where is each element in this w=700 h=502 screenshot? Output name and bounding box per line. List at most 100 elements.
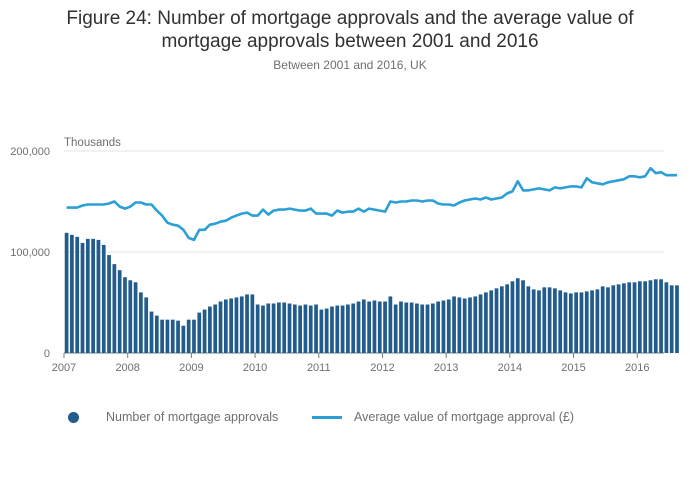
bar — [197, 312, 202, 353]
bar — [590, 290, 594, 353]
bar — [584, 291, 589, 353]
bar — [505, 284, 510, 353]
legend-item-approvals[interactable]: Number of mortgage approvals — [68, 406, 278, 428]
bar — [595, 289, 600, 353]
bar — [563, 292, 568, 353]
bar — [611, 285, 616, 353]
bar — [250, 294, 255, 353]
x-tick-label: 2012 — [370, 362, 394, 374]
bar — [574, 292, 579, 353]
chart-subtitle: Between 2001 and 2016, UK — [273, 58, 427, 72]
bar — [473, 296, 478, 353]
legend-label-approvals: Number of mortgage approvals — [106, 410, 279, 424]
bar — [292, 304, 297, 353]
x-tick-label: 2016 — [625, 362, 649, 374]
bar — [499, 286, 504, 353]
bar — [330, 306, 334, 353]
bar — [117, 270, 122, 353]
bar — [229, 298, 233, 353]
bar — [255, 304, 260, 353]
x-tick-label: 2011 — [307, 362, 331, 374]
bar — [149, 311, 154, 353]
bar — [420, 304, 425, 353]
bar — [139, 292, 143, 353]
bar — [531, 289, 536, 353]
bar — [415, 303, 419, 353]
bar — [154, 315, 159, 353]
bar — [85, 238, 90, 353]
bar — [271, 303, 276, 353]
bar — [245, 294, 249, 353]
bar — [287, 303, 292, 353]
bar — [568, 293, 573, 353]
bar — [510, 281, 515, 353]
bar — [462, 298, 467, 353]
bar — [478, 294, 483, 353]
bar — [659, 279, 663, 353]
bar — [627, 282, 632, 353]
bar — [441, 300, 446, 353]
legend-line-marker — [312, 415, 342, 419]
bar — [579, 292, 584, 353]
bar — [351, 303, 356, 353]
x-tick-label: 2008 — [115, 362, 139, 374]
bar — [160, 319, 164, 353]
bar — [346, 304, 350, 353]
bar — [484, 292, 488, 353]
legend-label-average-value: Average value of mortgage approval (£) — [354, 410, 575, 424]
bar — [75, 236, 80, 353]
bar — [675, 285, 679, 353]
legend-item-average-value[interactable]: Average value of mortgage approval (£) — [312, 406, 574, 428]
bar — [377, 301, 382, 353]
bar — [239, 296, 244, 353]
bar — [123, 277, 127, 353]
bar — [553, 288, 557, 353]
x-tick-label: 2013 — [434, 362, 458, 374]
bar — [165, 319, 170, 353]
bar — [234, 297, 239, 353]
bar — [404, 302, 409, 353]
bar — [91, 238, 95, 353]
legend: Number of mortgage approvals Average val… — [0, 406, 700, 428]
bar — [664, 282, 669, 353]
bar — [213, 304, 218, 353]
bar — [452, 296, 456, 353]
bar — [489, 290, 494, 353]
bar — [324, 308, 329, 353]
bar — [457, 297, 462, 353]
x-tick-label: 2015 — [561, 362, 585, 374]
x-tick-label: 2007 — [52, 362, 76, 374]
x-tick-label: 2014 — [498, 362, 522, 374]
bar — [526, 286, 531, 353]
bar — [128, 280, 133, 353]
bar — [266, 303, 271, 353]
bar — [96, 239, 101, 353]
bar — [600, 286, 605, 353]
chart-title-line-1: Figure 24: Number of mortgage approvals … — [66, 8, 634, 29]
bar — [261, 305, 265, 353]
bar — [282, 302, 287, 353]
bar — [144, 297, 149, 353]
bar — [298, 305, 302, 353]
bar — [176, 320, 180, 353]
bar — [340, 305, 345, 353]
bar — [372, 300, 377, 353]
bar — [367, 301, 371, 353]
bar — [208, 306, 212, 353]
bar — [637, 281, 642, 353]
bar — [558, 290, 563, 353]
legend-bar-marker — [68, 411, 79, 423]
bar — [101, 244, 106, 353]
bar — [64, 232, 69, 353]
bar — [107, 255, 111, 353]
bar — [537, 290, 541, 353]
x-tick-label: 2010 — [243, 362, 267, 374]
bar — [186, 319, 191, 353]
bar — [383, 301, 387, 353]
bar — [515, 278, 520, 353]
bar — [133, 282, 138, 353]
bar — [547, 287, 552, 353]
bar — [446, 299, 451, 353]
bar — [388, 296, 393, 353]
bar — [542, 287, 547, 353]
